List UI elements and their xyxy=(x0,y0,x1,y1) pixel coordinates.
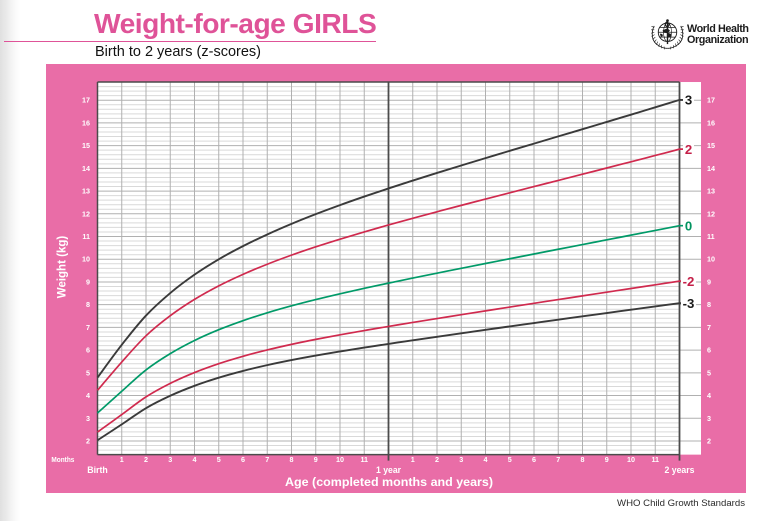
svg-text:2: 2 xyxy=(435,455,439,464)
svg-text:11: 11 xyxy=(360,455,368,464)
svg-text:7: 7 xyxy=(265,455,269,464)
svg-text:3: 3 xyxy=(707,414,711,423)
svg-text:5: 5 xyxy=(86,368,90,377)
svg-text:10: 10 xyxy=(707,255,715,264)
svg-text:13: 13 xyxy=(82,187,90,196)
svg-text:13: 13 xyxy=(707,187,715,196)
svg-text:6: 6 xyxy=(532,455,536,464)
svg-text:4: 4 xyxy=(484,455,488,464)
svg-text:3: 3 xyxy=(459,455,463,464)
svg-text:11: 11 xyxy=(82,232,90,241)
svg-text:10: 10 xyxy=(336,455,344,464)
svg-text:15: 15 xyxy=(707,141,715,150)
svg-text:6: 6 xyxy=(241,455,245,464)
svg-text:3: 3 xyxy=(86,414,90,423)
svg-text:1: 1 xyxy=(120,455,124,464)
svg-text:7: 7 xyxy=(707,323,711,332)
svg-text:9: 9 xyxy=(86,278,90,287)
svg-text:9: 9 xyxy=(707,278,711,287)
svg-text:6: 6 xyxy=(86,346,90,355)
svg-text:9: 9 xyxy=(314,455,318,464)
svg-text:3: 3 xyxy=(168,455,172,464)
svg-text:11: 11 xyxy=(651,455,659,464)
svg-text:8: 8 xyxy=(581,455,585,464)
svg-text:2: 2 xyxy=(144,455,148,464)
svg-text:2: 2 xyxy=(685,142,692,157)
svg-text:Birth: Birth xyxy=(87,465,108,476)
svg-text:8: 8 xyxy=(86,300,90,309)
svg-text:14: 14 xyxy=(707,164,715,173)
svg-text:4: 4 xyxy=(193,455,197,464)
svg-text:17: 17 xyxy=(82,96,90,105)
svg-text:4: 4 xyxy=(707,391,711,400)
svg-text:15: 15 xyxy=(82,141,90,150)
svg-text:17: 17 xyxy=(707,96,715,105)
svg-text:12: 12 xyxy=(82,209,90,218)
svg-text:Weight (kg): Weight (kg) xyxy=(57,236,69,299)
svg-text:2: 2 xyxy=(86,437,90,446)
svg-text:8: 8 xyxy=(290,455,294,464)
svg-text:5: 5 xyxy=(217,455,221,464)
svg-text:7: 7 xyxy=(556,455,560,464)
svg-text:16: 16 xyxy=(82,118,90,127)
svg-text:10: 10 xyxy=(627,455,635,464)
svg-text:2: 2 xyxy=(707,437,711,446)
svg-text:8: 8 xyxy=(707,300,711,309)
svg-text:2 years: 2 years xyxy=(665,465,695,476)
svg-text:1 year: 1 year xyxy=(376,465,401,476)
svg-text:6: 6 xyxy=(707,346,711,355)
svg-text:16: 16 xyxy=(707,118,715,127)
svg-text:9: 9 xyxy=(605,455,609,464)
svg-text:-3: -3 xyxy=(683,296,695,311)
svg-text:3: 3 xyxy=(685,93,692,108)
svg-text:11: 11 xyxy=(707,232,715,241)
svg-text:0: 0 xyxy=(685,219,692,234)
svg-text:5: 5 xyxy=(707,368,711,377)
svg-text:1: 1 xyxy=(411,455,415,464)
svg-text:-2: -2 xyxy=(683,274,695,289)
svg-text:7: 7 xyxy=(86,323,90,332)
svg-text:10: 10 xyxy=(82,255,90,264)
svg-text:Age (completed months and year: Age (completed months and years) xyxy=(285,475,493,489)
svg-text:5: 5 xyxy=(508,455,512,464)
svg-text:14: 14 xyxy=(82,164,90,173)
svg-text:4: 4 xyxy=(86,391,90,400)
svg-text:12: 12 xyxy=(707,209,715,218)
svg-text:Months: Months xyxy=(51,455,74,464)
